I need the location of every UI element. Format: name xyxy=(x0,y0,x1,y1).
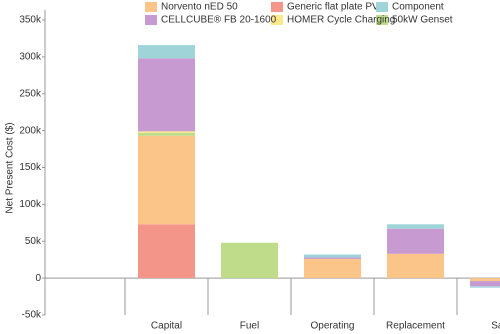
bar-segment xyxy=(138,131,195,133)
x-tick-label: Fuel xyxy=(240,321,259,332)
bar-segment xyxy=(470,286,500,288)
y-tick-label: 0 xyxy=(35,273,41,284)
y-tick-label: 350k xyxy=(19,15,42,26)
legend-label: HOMER Cycle Charging xyxy=(287,15,395,26)
y-tick-label: 50k xyxy=(25,236,42,247)
y-tick-label: 100k xyxy=(19,199,42,210)
legend-swatch xyxy=(145,2,157,12)
legend-label: Generic flat plate PV xyxy=(287,2,379,13)
bar-segment xyxy=(387,224,444,229)
legend-label: Norvento nED 50 xyxy=(161,2,238,13)
bar-segment xyxy=(138,58,195,132)
bar-segment xyxy=(470,281,500,287)
y-tick-label: 250k xyxy=(19,88,42,99)
y-tick-label: 300k xyxy=(19,52,42,63)
bar-segment xyxy=(470,278,500,282)
legend-swatch xyxy=(271,15,283,25)
x-tick-label: Operating xyxy=(311,321,355,332)
legend-swatch xyxy=(271,2,283,12)
x-tick-label: Sal xyxy=(491,321,500,332)
legend-label: Component xyxy=(392,2,444,13)
bar-segment xyxy=(221,242,278,279)
y-tick-label: -50k xyxy=(22,310,42,321)
bar-segment xyxy=(304,254,361,258)
y-axis-label: Net Present Cost ($) xyxy=(5,122,16,213)
x-tick-label: Replacement xyxy=(386,321,445,332)
bar-segment xyxy=(304,257,361,259)
bar-segment xyxy=(138,224,195,279)
legend-label: CELLCUBE® FB 20-1600 xyxy=(161,15,277,26)
bar-segment xyxy=(304,258,361,279)
y-tick-label: 150k xyxy=(19,162,42,173)
legend-label: 50kW Genset xyxy=(392,15,453,26)
legend-swatch xyxy=(376,2,388,12)
bar-segment xyxy=(138,45,195,59)
legend-swatch xyxy=(376,15,388,25)
legend-swatch xyxy=(145,15,157,25)
y-tick-label: 200k xyxy=(19,125,42,136)
bar-segment xyxy=(387,228,444,254)
bar-segment xyxy=(138,135,195,225)
x-tick-label: Capital xyxy=(151,321,182,332)
bar-segment xyxy=(387,253,444,279)
bar-segment xyxy=(138,132,195,136)
